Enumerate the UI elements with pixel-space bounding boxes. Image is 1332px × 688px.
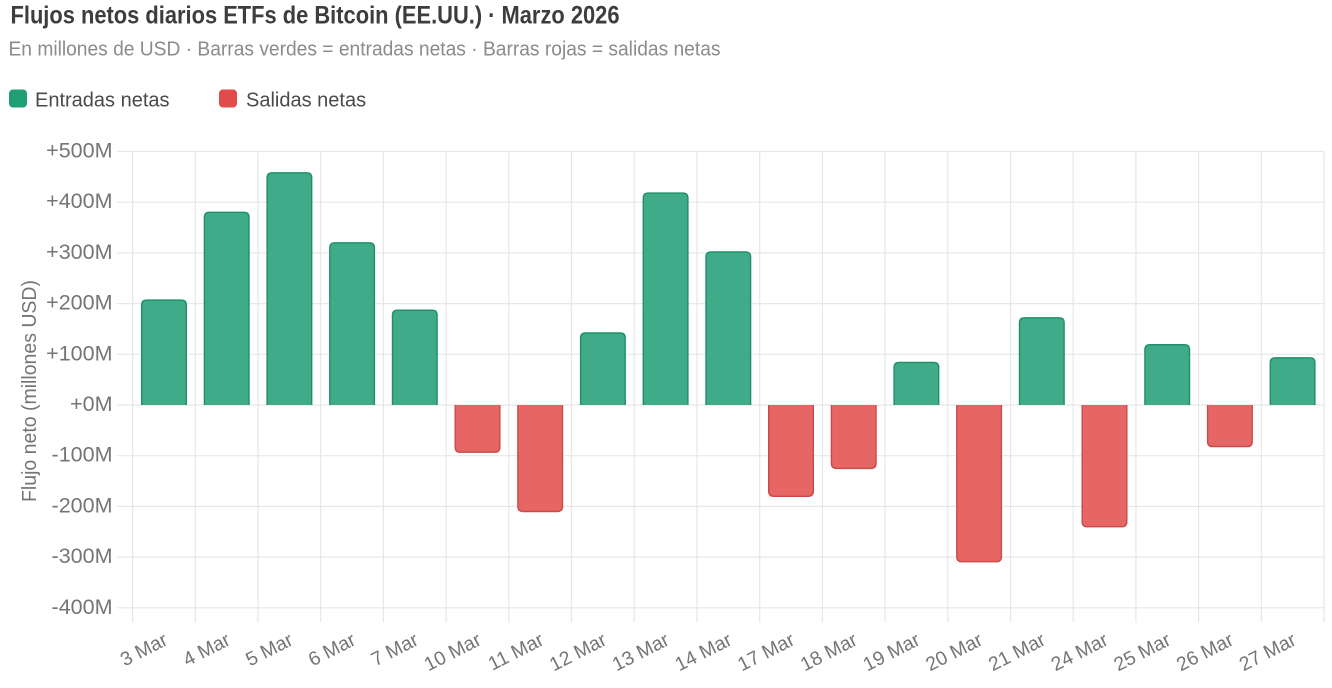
svg-text:24 Mar: 24 Mar (1048, 629, 1113, 676)
svg-text:+100M: +100M (46, 341, 112, 365)
svg-text:-200M: -200M (52, 493, 113, 517)
svg-text:17 Mar: 17 Mar (734, 629, 799, 676)
svg-text:Salidas netas: Salidas netas (246, 90, 366, 112)
svg-text:3 Mar: 3 Mar (117, 629, 172, 671)
svg-text:6 Mar: 6 Mar (305, 629, 360, 671)
svg-text:20 Mar: 20 Mar (922, 629, 987, 676)
svg-text:Flujos netos diarios ETFs de B: Flujos netos diarios ETFs de Bitcoin (EE… (11, 2, 620, 30)
svg-text:21 Mar: 21 Mar (985, 629, 1050, 676)
svg-text:En millones de USD · Barras ve: En millones de USD · Barras verdes = ent… (9, 39, 721, 61)
svg-text:13 Mar: 13 Mar (609, 629, 674, 676)
svg-text:Flujo neto (millones USD): Flujo neto (millones USD) (19, 280, 41, 502)
svg-text:+200M: +200M (46, 291, 112, 315)
svg-text:+300M: +300M (46, 240, 112, 264)
svg-text:26 Mar: 26 Mar (1173, 629, 1238, 676)
svg-text:-400M: -400M (52, 595, 113, 619)
svg-text:+0M: +0M (70, 392, 112, 416)
svg-text:7 Mar: 7 Mar (368, 629, 423, 671)
svg-text:5 Mar: 5 Mar (242, 629, 297, 671)
svg-text:4 Mar: 4 Mar (180, 629, 235, 671)
svg-text:12 Mar: 12 Mar (546, 629, 611, 676)
svg-text:18 Mar: 18 Mar (797, 629, 862, 676)
svg-text:19 Mar: 19 Mar (860, 629, 925, 676)
svg-text:+500M: +500M (46, 139, 112, 163)
svg-text:10 Mar: 10 Mar (421, 629, 486, 676)
svg-text:25 Mar: 25 Mar (1110, 629, 1175, 676)
svg-text:Entradas netas: Entradas netas (35, 90, 170, 112)
svg-text:11 Mar: 11 Mar (485, 629, 548, 676)
svg-text:+400M: +400M (46, 189, 112, 213)
svg-text:-100M: -100M (52, 443, 113, 467)
svg-text:14 Mar: 14 Mar (671, 629, 736, 676)
svg-text:-300M: -300M (52, 544, 113, 568)
svg-text:27 Mar: 27 Mar (1236, 629, 1301, 676)
